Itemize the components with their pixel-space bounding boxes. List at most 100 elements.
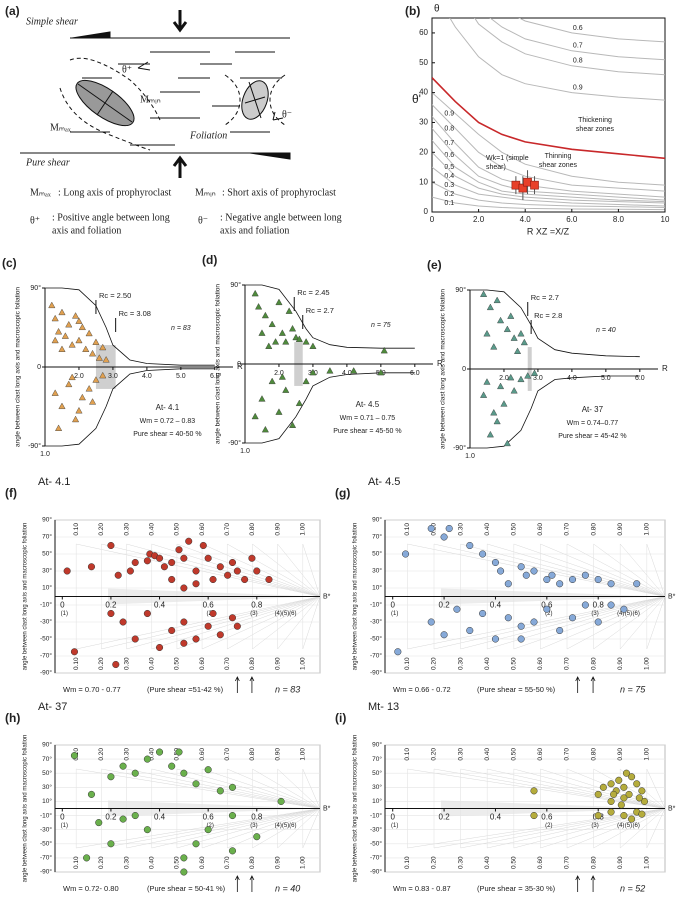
n-label: n = 52	[620, 883, 645, 893]
point	[75, 336, 83, 344]
arc-label: 0.60	[537, 657, 544, 670]
point	[295, 399, 303, 406]
point	[628, 815, 636, 823]
point	[199, 541, 207, 550]
point	[440, 533, 448, 541]
arc-label: 0.70	[224, 856, 231, 869]
y-tick-label: 50°	[372, 550, 382, 558]
x-tick-label: 1.0	[240, 448, 250, 455]
arrow	[575, 875, 581, 892]
curve	[518, 18, 665, 43]
legend-symbol: Mₘᵢₙ	[195, 187, 216, 198]
point	[168, 558, 176, 567]
point	[633, 580, 641, 588]
y-tick-label: -70°	[40, 854, 52, 862]
point	[620, 783, 628, 791]
shear-arrow	[249, 152, 291, 160]
point	[61, 332, 69, 339]
x-tick-label: 0	[430, 215, 435, 224]
arc-label: 0.70	[224, 523, 231, 536]
marker-label: (5)	[282, 611, 289, 617]
arc-label: 0.20	[431, 856, 438, 869]
marker-label: (6)	[633, 823, 640, 829]
pure-shear-label: (Pure shear = 35-30 %)	[477, 884, 556, 893]
x-tick-label: 0.4	[490, 601, 502, 610]
point	[92, 376, 100, 383]
x-tick-label: 0.8	[593, 601, 605, 610]
y-tick-label: -50°	[370, 839, 382, 847]
point	[180, 868, 188, 876]
arrow	[234, 875, 240, 892]
arc-label: 0.40	[148, 856, 155, 869]
x-tick-label: 0.2	[439, 601, 451, 610]
point	[58, 402, 66, 409]
arc-label: 0.30	[457, 523, 464, 536]
arc-label: 1.00	[644, 657, 651, 670]
y-tick-label: 90°	[230, 281, 241, 289]
point	[70, 648, 78, 656]
point	[633, 780, 641, 788]
point	[289, 421, 297, 428]
x-tick-label: 0.2	[105, 601, 117, 610]
point	[99, 343, 107, 351]
arc-label: 0.70	[564, 523, 571, 536]
point	[95, 819, 103, 827]
y-tick-label: 90°	[372, 741, 382, 749]
axis-symbol: θ	[434, 4, 440, 15]
arc-label: 0.60	[199, 657, 206, 670]
arc-label: 0.70	[224, 657, 231, 670]
axis-label: Mₘₐₓ	[50, 122, 71, 133]
x-tick-label: 4.0	[342, 370, 352, 377]
curve-label: 0.5	[444, 164, 454, 171]
point	[278, 329, 286, 336]
arc-label: 0.90	[617, 856, 624, 869]
arc-label: 0.30	[457, 856, 464, 869]
point	[75, 317, 83, 324]
envelope	[470, 375, 640, 449]
y-tick-label: 20	[419, 147, 428, 156]
x-tick-label: 6.0	[566, 215, 578, 224]
point	[503, 325, 511, 332]
x-tick-label: 0	[60, 601, 65, 610]
point	[497, 382, 505, 390]
point	[617, 801, 625, 809]
y-tick-label: -30°	[370, 825, 382, 833]
curve	[432, 92, 665, 186]
arc-label: 1.00	[299, 657, 306, 670]
point	[530, 812, 538, 820]
arc-label: 0.60	[537, 856, 544, 869]
y-tick-label: -50°	[40, 635, 52, 643]
arc-label: 0.40	[484, 523, 491, 536]
y-axis-label: angle between clast long axis and macros…	[353, 523, 359, 671]
y-axis-label: θ'	[412, 92, 421, 106]
y-tick-label: -90°	[453, 444, 466, 452]
curve	[432, 196, 665, 211]
curve	[432, 151, 665, 204]
arc-label: 0.60	[199, 523, 206, 536]
x-tick-label: 8.0	[613, 215, 625, 224]
arc-label: 0.70	[564, 748, 571, 761]
angle-marks	[137, 61, 284, 121]
y-tick-label: 0	[424, 207, 429, 216]
point	[63, 567, 71, 575]
arc-label: 0.90	[274, 523, 281, 536]
point	[620, 812, 628, 820]
point	[581, 601, 589, 609]
point	[253, 833, 261, 841]
envelope	[470, 289, 640, 358]
point	[209, 575, 217, 584]
point	[638, 787, 646, 795]
point	[87, 790, 96, 798]
point	[180, 639, 188, 647]
y-tick-label: 50°	[42, 769, 52, 777]
arc-label: 0.90	[274, 657, 281, 670]
point	[180, 854, 188, 862]
legend-symbol: θ⁺	[30, 215, 40, 226]
sample-label: At- 4.5	[368, 476, 400, 488]
legend-text: : Short axis of prophyroclast	[222, 187, 336, 198]
point	[607, 808, 615, 816]
point	[479, 609, 487, 618]
arc-label: 0.90	[617, 657, 624, 670]
point	[216, 563, 224, 571]
arrow	[249, 875, 255, 892]
